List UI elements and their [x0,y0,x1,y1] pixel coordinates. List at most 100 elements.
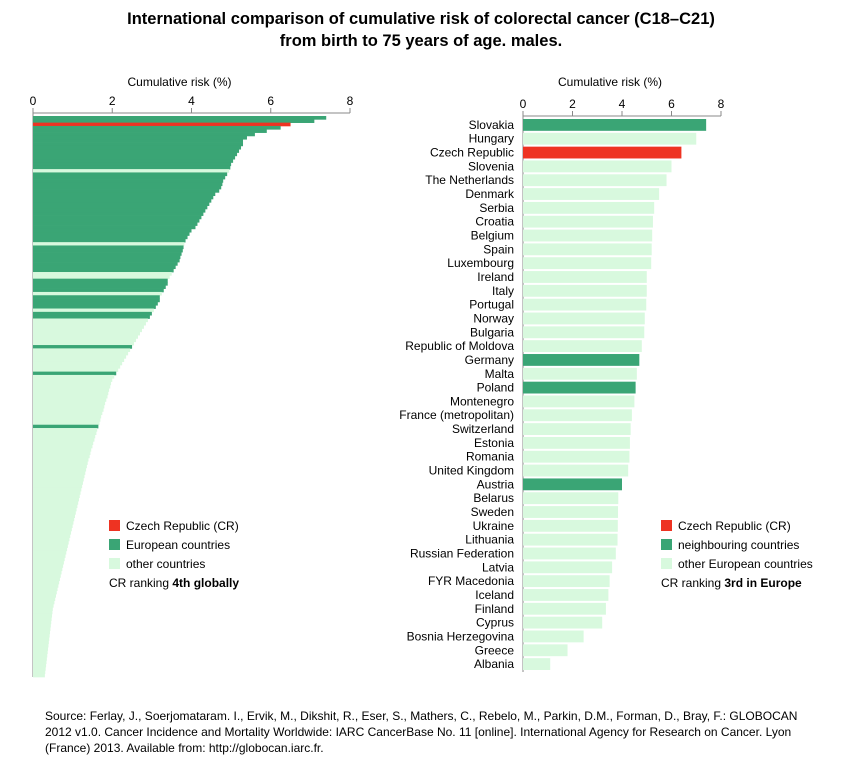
category-label: Iceland [475,588,514,602]
bar-european [33,195,214,200]
bar-other [523,174,667,187]
category-label: Romania [466,450,514,464]
x-tick-label: 4 [619,97,626,111]
bar-other [33,587,58,592]
bar-other [523,519,618,532]
bar-other [33,447,92,452]
bar-other [523,533,618,546]
bar-other [33,484,83,489]
bar-other [33,325,144,329]
bar-european [33,182,223,187]
bar-other [33,670,46,675]
bar-other [523,575,610,588]
bar-other [33,461,88,465]
bar-european [33,215,202,220]
bar-other [33,530,72,535]
bar-other [33,594,56,598]
category-label: Austria [477,477,515,491]
bar-other [33,600,55,605]
bar-other [523,658,551,670]
bar-other [33,361,123,366]
bar-european [33,135,247,140]
bar-other [33,667,46,671]
bar-other [33,328,142,333]
chart-title-line2: from birth to 75 years of age. males. [279,32,563,50]
bar-other [33,487,82,492]
bar-other [33,275,170,280]
source-note: Source: Ferlay, J., Soerjomataram. I., E… [45,709,798,755]
bar-other [523,506,619,518]
category-label: Germany [465,353,514,367]
bar-other [33,169,230,173]
bar-other [523,589,609,601]
category-label: Switzerland [452,422,514,436]
bar-european [33,165,231,170]
bar-other [33,584,59,588]
category-label: Belarus [473,491,514,505]
bar-european [33,298,160,303]
category-label: Ukraine [473,519,515,533]
bar-other [523,450,630,463]
bar-other [33,451,91,455]
bar-other [33,574,61,578]
bar-other [33,637,50,641]
bar-european [33,278,168,283]
bar-other [33,491,81,495]
category-label: Spain [483,242,514,256]
chart-panel-2: Cumulative risk (%)0 2 4 6 8SlovakiaHungaryC… [399,75,813,672]
bar-other [33,428,98,432]
bar-other [523,298,647,311]
bar-other [33,547,68,552]
x-tick-label: 8 [347,94,354,108]
bar-european [33,159,234,163]
x-tick-label: 6 [668,97,675,111]
bar-other [523,160,672,173]
bar-other [523,492,619,505]
bar-other [33,527,72,532]
bar-other [33,437,95,442]
bar-other [33,388,110,392]
category-label: The Netherlands [425,173,514,187]
bar-other [33,640,49,645]
bar-other [523,132,697,145]
bar-other [523,271,647,283]
bar-other [523,561,613,574]
charts-canvas: Cumulative risk (%) 0 2 4 6 8 Czech Republic (… [30,75,813,678]
bar-other [33,673,45,678]
bar-other [33,467,87,472]
bar-cr [33,122,291,127]
category-label: Sweden [471,505,514,519]
bar-european [33,262,178,266]
bar-other [523,423,631,435]
bar-european [33,268,174,273]
bar-european [33,235,188,240]
category-label: Greece [475,643,515,657]
bar-other [33,318,148,323]
chart-title-line1: International comparison of cumulative r… [127,10,715,28]
bar-other [33,474,85,479]
legend-swatch [109,558,120,569]
bar-other [33,364,121,369]
bar-other [33,660,47,665]
category-label: Montenegro [450,394,514,408]
ranking-value: 4th globally [172,576,239,590]
bar-other [33,554,66,558]
category-label: Italy [492,284,514,298]
bar-european [33,212,204,216]
bar-european [33,185,222,190]
bar-other [33,457,89,462]
x-tick-label: 8 [718,97,725,111]
bar-european [33,305,156,309]
bar-other [33,520,74,525]
bar-european [33,228,192,233]
ranking-text: CR ranking 4th globally [109,576,239,590]
bar-other [523,257,652,270]
bar-other [33,242,185,246]
bar-other [33,610,53,615]
category-label: Norway [473,311,514,325]
legend-label: neighbouring countries [678,538,799,552]
category-label: Belgium [471,229,514,243]
bar-european [33,248,183,253]
bar-european [33,172,228,177]
bar-other [33,477,84,482]
